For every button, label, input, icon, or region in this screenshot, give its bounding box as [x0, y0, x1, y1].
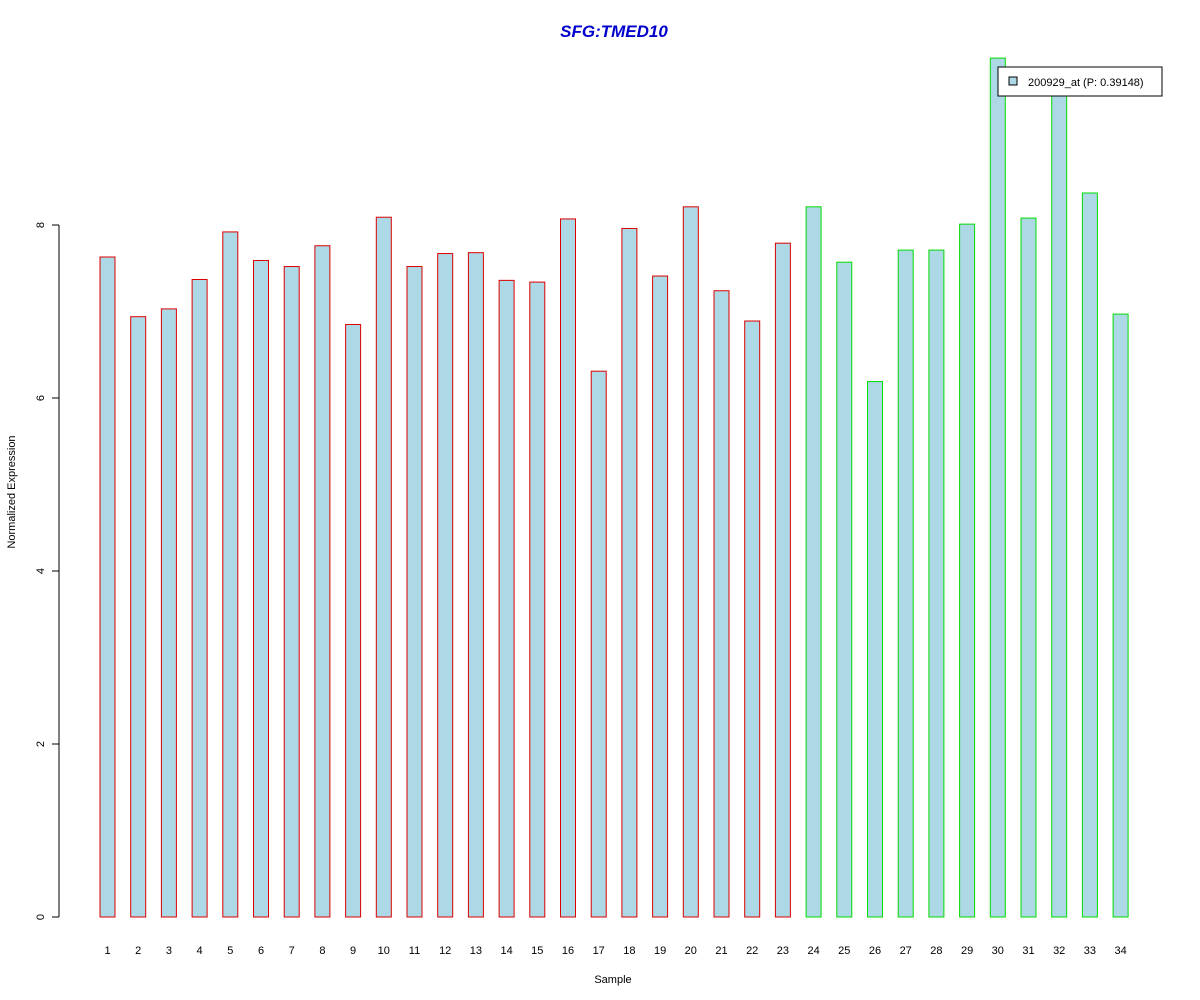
bar-sample-7 — [283, 266, 300, 918]
y-tick-label: 6 — [35, 395, 47, 401]
legend-box — [997, 66, 1163, 97]
bar-sample-15 — [529, 281, 546, 918]
x-tick-label: 20 — [685, 945, 697, 957]
bar-sample-17 — [590, 370, 607, 918]
bar-sample-4 — [191, 279, 208, 918]
bar-sample-19 — [652, 275, 669, 918]
y-tick-label: 0 — [35, 914, 47, 920]
legend: 200929_at (P: 0.39148) — [997, 66, 1163, 97]
x-tick-label: 15 — [531, 945, 543, 957]
bar-series — [99, 57, 1129, 918]
bar-sample-25 — [836, 261, 853, 918]
bar-sample-1 — [99, 256, 116, 918]
bar-sample-33 — [1081, 192, 1098, 918]
x-tick-label: 30 — [992, 945, 1004, 957]
bar-sample-5 — [222, 231, 239, 918]
bar-sample-14 — [498, 279, 515, 918]
x-tick-label: 27 — [900, 945, 912, 957]
y-tick-label: 4 — [35, 568, 47, 574]
x-tick-label: 23 — [777, 945, 789, 957]
y-tick-label: 8 — [35, 222, 47, 228]
x-tick-label: 5 — [227, 945, 233, 957]
bar-sample-2 — [130, 316, 147, 918]
x-tick-label: 1 — [104, 945, 110, 957]
legend-swatch — [1008, 76, 1018, 86]
bar-sample-10 — [375, 216, 392, 918]
x-tick-label: 2 — [135, 945, 141, 957]
x-tick-label: 4 — [197, 945, 203, 957]
x-tick-label: 12 — [439, 945, 451, 957]
x-tick-label: 13 — [470, 945, 482, 957]
x-tick-label: 14 — [500, 945, 512, 957]
x-tick-label: 11 — [409, 945, 420, 957]
bar-sample-3 — [160, 308, 177, 918]
x-tick-label: 8 — [319, 945, 325, 957]
bar-sample-26 — [867, 381, 883, 918]
bar-sample-28 — [928, 249, 945, 918]
bar-sample-18 — [621, 227, 638, 918]
x-tick-label: 29 — [961, 945, 973, 957]
x-tick-label: 17 — [593, 945, 605, 957]
x-tick-label: 9 — [350, 945, 356, 957]
y-tick-label: 2 — [35, 741, 47, 747]
x-axis-label: Sample — [594, 974, 631, 986]
x-tick-label: 28 — [930, 945, 942, 957]
bar-sample-34 — [1112, 313, 1129, 918]
bar-sample-13 — [467, 252, 484, 918]
x-tick-label: 10 — [378, 945, 390, 957]
x-tick-label: 21 — [715, 945, 727, 957]
bar-sample-27 — [897, 249, 914, 918]
x-tick-label: 6 — [258, 945, 264, 957]
bar-sample-8 — [314, 245, 331, 918]
chart-title: SFG:TMED10 — [560, 22, 668, 41]
x-tick-label: 19 — [654, 945, 666, 957]
bar-sample-23 — [774, 242, 791, 918]
bar-sample-20 — [682, 206, 699, 918]
y-axis: 0 2 4 6 8 — [35, 222, 60, 920]
y-axis-label: Normalized Expression — [6, 435, 18, 548]
bar-sample-9 — [345, 323, 362, 918]
bar-sample-24 — [805, 206, 822, 918]
x-tick-label: 34 — [1114, 945, 1126, 957]
bar-sample-30 — [989, 57, 1006, 918]
x-tick-label: 22 — [746, 945, 758, 957]
bar-sample-31 — [1020, 217, 1037, 918]
bar-sample-11 — [406, 266, 423, 918]
bar-sample-32 — [1051, 84, 1068, 918]
bar-sample-21 — [713, 290, 730, 918]
bar-sample-12 — [437, 253, 454, 918]
bar-sample-6 — [253, 259, 269, 918]
x-tick-label: 16 — [562, 945, 574, 957]
legend-label: 200929_at (P: 0.39148) — [1028, 77, 1144, 89]
x-tick-label: 31 — [1022, 945, 1034, 957]
x-tick-label: 24 — [807, 945, 819, 957]
x-tick-labels: 1 2 3 4 5 6 7 8 9 10 11 12 13 14 15 16 17 18 19 20 21 22 23 24 2… — [104, 945, 1126, 957]
bar-sample-22 — [744, 320, 761, 918]
x-tick-label: 3 — [166, 945, 172, 957]
x-tick-label: 25 — [838, 945, 850, 957]
x-tick-label: 18 — [623, 945, 635, 957]
bar-sample-29 — [959, 223, 976, 918]
x-tick-label: 26 — [869, 945, 881, 957]
x-tick-label: 32 — [1053, 945, 1065, 957]
bar-sample-16 — [560, 218, 576, 918]
x-tick-label: 7 — [289, 945, 295, 957]
x-tick-label: 33 — [1084, 945, 1096, 957]
